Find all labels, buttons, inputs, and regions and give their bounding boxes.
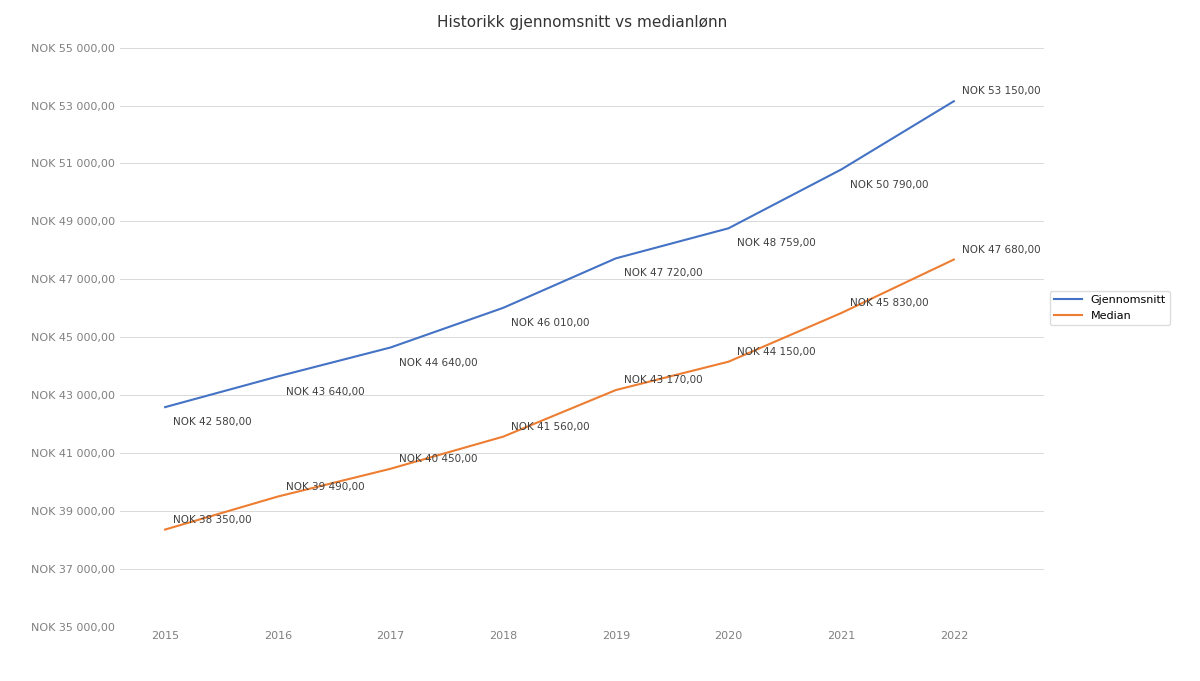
Gjennomsnitt (383, 343, 397, 351)
Text: NOK 44 150,00: NOK 44 150,00 (737, 347, 816, 357)
Line: Gjennomsnitt: Gjennomsnitt (166, 101, 954, 407)
Median (608, 386, 623, 394)
Gjennomsnitt (608, 254, 623, 262)
Median (383, 464, 397, 473)
Median (947, 255, 961, 264)
Text: NOK 45 830,00: NOK 45 830,00 (850, 298, 928, 308)
Text: NOK 43 640,00: NOK 43 640,00 (286, 387, 365, 396)
Text: NOK 48 759,00: NOK 48 759,00 (737, 238, 816, 249)
Text: NOK 47 680,00: NOK 47 680,00 (962, 244, 1040, 255)
Text: NOK 39 490,00: NOK 39 490,00 (286, 481, 365, 492)
Text: NOK 42 580,00: NOK 42 580,00 (174, 417, 252, 427)
Gjennomsnitt (270, 373, 284, 381)
Line: Median: Median (166, 259, 954, 530)
Text: NOK 41 560,00: NOK 41 560,00 (511, 422, 590, 432)
Gjennomsnitt (721, 224, 736, 232)
Gjennomsnitt (834, 165, 848, 174)
Text: NOK 43 170,00: NOK 43 170,00 (624, 375, 703, 385)
Median (834, 309, 848, 317)
Median (270, 492, 284, 501)
Gjennomsnitt (158, 403, 173, 411)
Text: NOK 50 790,00: NOK 50 790,00 (850, 180, 928, 189)
Text: NOK 46 010,00: NOK 46 010,00 (511, 318, 590, 328)
Text: NOK 44 640,00: NOK 44 640,00 (398, 358, 478, 368)
Gjennomsnitt (496, 304, 510, 312)
Title: Historikk gjennomsnitt vs medianlønn: Historikk gjennomsnitt vs medianlønn (437, 15, 727, 30)
Gjennomsnitt (947, 97, 961, 106)
Legend: Gjennomsnitt, Median: Gjennomsnitt, Median (1050, 291, 1170, 326)
Text: NOK 53 150,00: NOK 53 150,00 (962, 86, 1040, 96)
Median (721, 358, 736, 366)
Text: NOK 38 350,00: NOK 38 350,00 (174, 515, 252, 524)
Text: NOK 47 720,00: NOK 47 720,00 (624, 268, 703, 279)
Median (158, 526, 173, 534)
Text: NOK 40 450,00: NOK 40 450,00 (398, 454, 478, 464)
Median (496, 432, 510, 441)
